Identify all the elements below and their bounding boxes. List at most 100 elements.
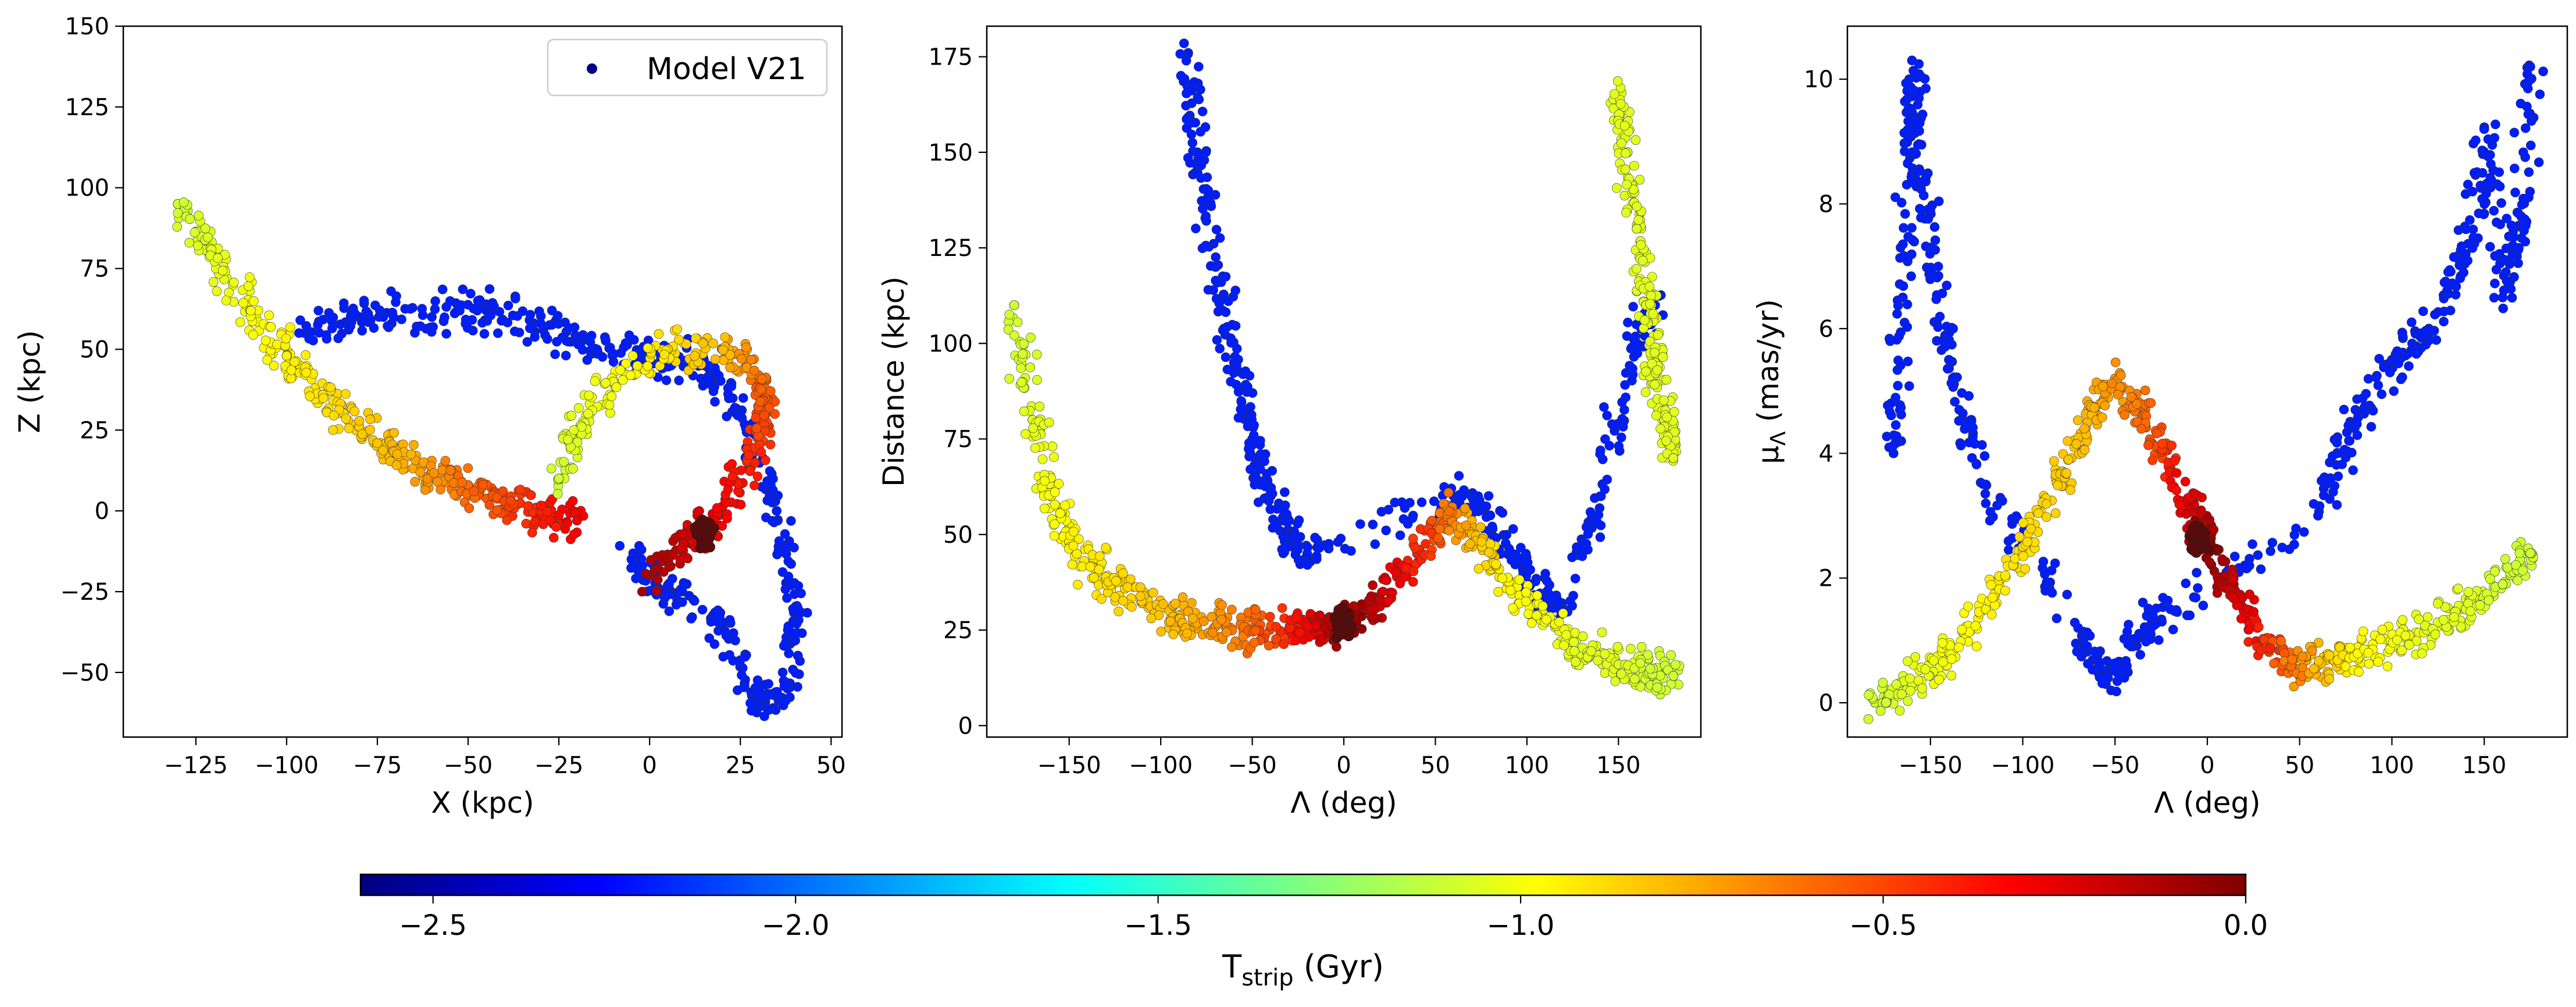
colorbar-gradient (359, 873, 2247, 896)
data-point (503, 300, 513, 311)
data-point (1395, 530, 1405, 540)
data-point (1230, 351, 1240, 362)
x-tick-label: −125 (164, 752, 228, 779)
data-point (783, 571, 794, 582)
data-point (1094, 564, 1104, 575)
data-point (2438, 615, 2449, 625)
data-point (2489, 293, 2499, 303)
data-point (621, 358, 631, 369)
data-point (1637, 255, 1648, 266)
data-point (628, 351, 638, 361)
data-point (2375, 634, 2385, 645)
data-point (690, 351, 700, 361)
data-point (791, 618, 802, 629)
data-point (1960, 420, 1971, 430)
data-point (473, 296, 483, 306)
data-point (2534, 157, 2544, 168)
data-point (2513, 258, 2523, 268)
data-point (1903, 696, 1913, 706)
data-point (1168, 629, 1178, 639)
data-point (1175, 49, 1185, 59)
data-point (1602, 410, 1612, 421)
data-point (2404, 640, 2414, 650)
data-point (584, 390, 594, 401)
axes-frame (122, 25, 843, 738)
data-point (1476, 536, 1487, 547)
data-point (2397, 645, 2407, 656)
data-point (1260, 481, 1271, 492)
data-point (1271, 634, 1281, 644)
data-point (601, 378, 611, 388)
colorbar: −2.5 −2.0 −1.5 −1.0 −0.5 0.0 Tstrip (Gyr) (359, 873, 2268, 991)
y-tick-label: 0 (95, 498, 109, 525)
data-point (248, 330, 258, 340)
data-point (759, 410, 769, 421)
data-point (1229, 368, 1239, 378)
data-point (559, 457, 569, 467)
data-point (1216, 614, 1226, 625)
data-point (2418, 306, 2428, 316)
data-point (1189, 77, 1200, 87)
data-point (1614, 441, 1624, 451)
data-point (2442, 286, 2452, 296)
axis-ticks: −150 −100 −50 0 50 100 150 0 25 50 75 100 125 150 175 (929, 44, 1641, 779)
data-point (200, 223, 210, 233)
data-point (2132, 398, 2142, 409)
data-point (725, 350, 735, 360)
data-point (1636, 240, 1646, 250)
data-point (795, 656, 805, 666)
data-point (1221, 352, 1231, 362)
data-point (506, 496, 516, 506)
data-point (1906, 271, 1916, 282)
data-point (448, 478, 459, 488)
data-point (1293, 518, 1303, 529)
data-point (2185, 610, 2195, 621)
data-point (1639, 323, 1649, 333)
data-point (1902, 322, 1913, 332)
data-point (304, 333, 314, 344)
data-point (1559, 641, 1569, 650)
data-point (1271, 622, 1281, 632)
data-point (2010, 553, 2020, 564)
series-leading-arm (2197, 529, 2538, 692)
data-point (522, 337, 533, 347)
data-point (1236, 396, 1246, 406)
data-point (2152, 428, 2162, 439)
data-point (1570, 574, 1580, 583)
data-point (1383, 504, 1394, 515)
data-point (1182, 114, 1191, 124)
data-point (2468, 225, 2478, 234)
data-point (550, 349, 560, 360)
data-point (486, 310, 496, 321)
data-point (1896, 198, 1907, 208)
data-point (1647, 272, 1657, 282)
data-point (1410, 543, 1421, 553)
data-point (1183, 153, 1193, 163)
data-point (668, 550, 678, 560)
data-point (1198, 616, 1209, 627)
data-point (2154, 635, 2164, 645)
data-point (1658, 395, 1669, 405)
data-point (626, 370, 636, 380)
data-point (1610, 676, 1621, 686)
data-point (2490, 278, 2500, 289)
data-point (515, 485, 526, 494)
data-point (1208, 628, 1218, 638)
data-point (1483, 491, 1494, 501)
data-point (2449, 612, 2459, 622)
data-point (2042, 512, 2051, 522)
data-point (1303, 560, 1312, 570)
data-point (386, 286, 396, 296)
data-point (1009, 300, 1019, 311)
data-point (2348, 465, 2358, 475)
data-point (544, 320, 555, 330)
data-point (1016, 377, 1027, 387)
data-point (1568, 590, 1578, 601)
data-point (1943, 364, 1953, 374)
data-point (2373, 657, 2384, 667)
data-point (235, 317, 245, 328)
legend-box (547, 38, 828, 97)
data-point (2163, 596, 2173, 606)
data-point (378, 446, 388, 456)
data-point (357, 429, 368, 439)
